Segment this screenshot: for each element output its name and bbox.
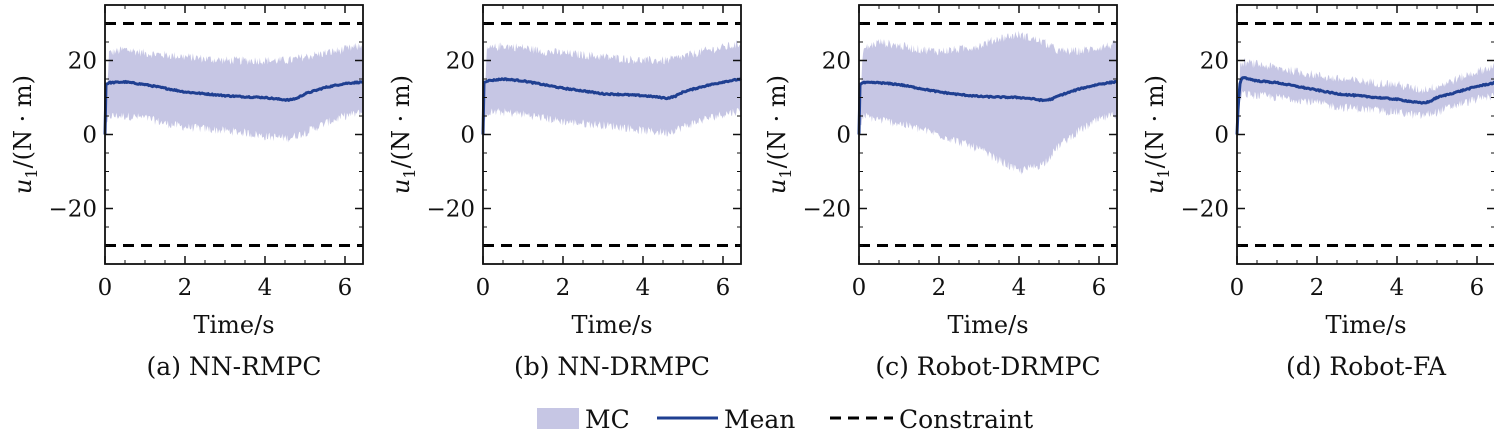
chart-panel-1: 0 2 4 6 −20 0 20 Time/s u1/(N · m) (a) NN-RMPC (9, 4, 364, 381)
y-label-subscript: 1 (1154, 168, 1173, 178)
legend-constraint-label: Constraint (899, 405, 1033, 434)
mc-band (859, 30, 1117, 175)
y-tick-label: 0 (82, 123, 97, 149)
mean-line (103, 80, 364, 135)
legend: MC Mean Constraint (537, 405, 1033, 434)
y-label-variable: u (387, 179, 415, 194)
y-label-unit: /(N · m) (9, 75, 37, 168)
y-tick-label: 20 (446, 49, 475, 75)
y-tick-label: −20 (1180, 197, 1229, 223)
chart-panel-4: 0 2 4 6 −20 0 20 Time/s u1/(N · m) (d) Robot-FA (1141, 4, 1494, 381)
mc-band (105, 42, 363, 143)
y-label-variable: u (763, 179, 791, 194)
y-label-subscript: 1 (22, 168, 41, 178)
x-tick-label: 4 (636, 275, 651, 301)
y-label-variable: u (9, 179, 37, 194)
axes-frame (1236, 4, 1494, 265)
x-tick-label: 4 (1012, 275, 1027, 301)
axes-frame (482, 4, 742, 265)
mean-line (857, 80, 1118, 135)
x-tick-label: 2 (932, 275, 947, 301)
y-label-subscript: 1 (776, 168, 795, 178)
y-axis-label: u1/(N · m) (1141, 75, 1173, 194)
x-axis-label: Time/s (947, 311, 1028, 339)
y-tick-label: −20 (802, 197, 851, 223)
y-label-subscript: 1 (400, 168, 419, 178)
x-tick-label: 0 (852, 275, 867, 301)
x-tick-label: 2 (1310, 275, 1325, 301)
x-tick-label: 6 (1092, 275, 1107, 301)
x-tick-label: 6 (716, 275, 731, 301)
y-label-variable: u (1141, 179, 1169, 194)
y-tick-label: 20 (822, 49, 851, 75)
legend-mc-label: MC (585, 405, 630, 434)
x-tick-label: 4 (258, 275, 273, 301)
y-tick-label: 0 (1214, 123, 1229, 149)
chart-panel-3: 0 2 4 6 −20 0 20 Time/s u1/(N · m) (c) Robot-DRMP… (763, 4, 1118, 381)
y-tick-label: −20 (426, 197, 475, 223)
y-tick-label: 0 (836, 123, 851, 149)
chart-panel-2: 0 2 4 6 −20 0 20 Time/s u1/(N · m) (b) NN-DRMPC (387, 4, 743, 381)
panel-caption: (d) Robot-FA (1286, 352, 1447, 381)
y-tick-label: 0 (460, 123, 475, 149)
legend-mc-swatch (537, 408, 579, 429)
x-axis-label: Time/s (193, 311, 274, 339)
x-tick-label: 0 (476, 275, 491, 301)
y-label-unit: /(N · m) (387, 75, 415, 168)
y-tick-label: 20 (68, 49, 97, 75)
y-tick-label: 20 (1200, 49, 1229, 75)
x-tick-label: 4 (1390, 275, 1405, 301)
axes-frame (104, 4, 364, 265)
mean-line (481, 77, 743, 135)
x-axis-label: Time/s (571, 311, 652, 339)
x-tick-label: 0 (1230, 275, 1245, 301)
panel-caption: (c) Robot-DRMPC (875, 352, 1100, 381)
x-tick-label: 0 (98, 275, 113, 301)
panel-caption: (a) NN-RMPC (147, 352, 322, 381)
y-axis-label: u1/(N · m) (9, 75, 41, 194)
mc-band (483, 40, 741, 137)
x-axis-label: Time/s (1325, 311, 1406, 339)
y-label-unit: /(N · m) (1141, 75, 1169, 168)
x-tick-label: 6 (338, 275, 353, 301)
legend-mean-label: Mean (724, 405, 795, 434)
x-tick-label: 6 (1470, 275, 1485, 301)
mean-line (1235, 76, 1494, 135)
y-tick-label: −20 (48, 197, 97, 223)
y-label-unit: /(N · m) (763, 75, 791, 168)
x-tick-label: 2 (556, 275, 571, 301)
y-axis-label: u1/(N · m) (763, 75, 795, 194)
x-tick-label: 2 (178, 275, 193, 301)
y-axis-label: u1/(N · m) (387, 75, 419, 194)
panel-caption: (b) NN-DRMPC (514, 352, 710, 381)
